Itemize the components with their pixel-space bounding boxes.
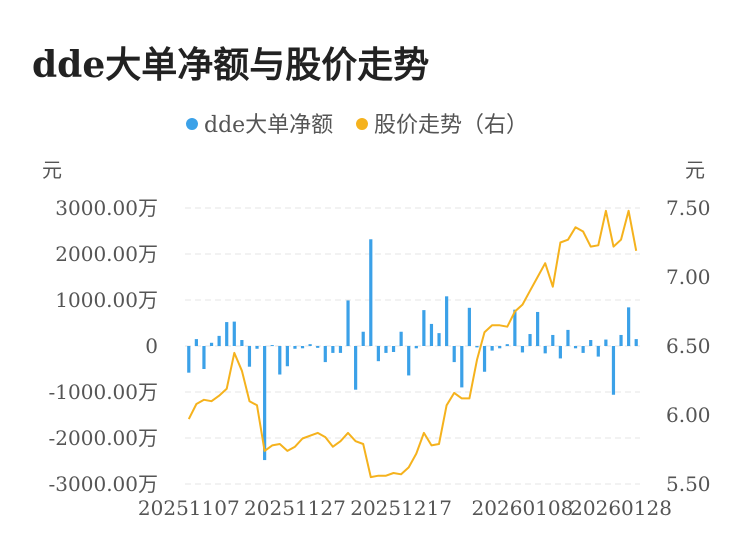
bar [202, 346, 206, 369]
bar [437, 333, 441, 346]
page-title: dde大单净额与股价走势 [32, 44, 430, 86]
left-tick-label: 1000.00万 [55, 288, 158, 312]
legend-label-price: 股价走势（右） [374, 113, 528, 138]
legend-marker-price [356, 118, 368, 130]
bar [475, 346, 479, 348]
bar [316, 346, 320, 348]
bar [331, 346, 335, 353]
line-series [187, 209, 638, 479]
bar [627, 307, 631, 346]
bar [354, 346, 358, 390]
bar [187, 346, 191, 373]
x-tick-label: 20260108 [472, 496, 574, 520]
bar [194, 339, 198, 346]
bar [346, 300, 350, 346]
x-tick-label: 20251217 [350, 496, 452, 520]
bar [467, 307, 471, 346]
bar [209, 342, 214, 346]
bar [278, 346, 282, 375]
legend-marker-dde [186, 118, 198, 130]
bar [255, 346, 259, 349]
bar [505, 344, 509, 346]
right-tick-label: 6.50 [666, 334, 711, 358]
right-tick-label: 7.00 [666, 265, 711, 289]
left-tick-label: 0 [145, 334, 158, 358]
bar [225, 322, 229, 346]
left-unit-label: 元 [42, 158, 62, 182]
bar-series [187, 239, 638, 461]
grid-lines [185, 207, 640, 485]
bar [422, 310, 426, 346]
bar [217, 335, 221, 346]
bar [263, 346, 267, 461]
bar [429, 323, 434, 346]
bar [460, 346, 464, 388]
bar [498, 346, 502, 349]
bar [240, 340, 244, 346]
bar [581, 346, 585, 353]
left-tick-label: 3000.00万 [55, 196, 158, 220]
x-tick-label: 20251107 [138, 496, 240, 520]
legend-label-dde: dde大单净额 [204, 113, 333, 138]
bar [391, 346, 396, 352]
right-tick-label: 5.50 [666, 472, 711, 496]
bar [300, 346, 305, 349]
bar [247, 346, 252, 367]
bar [634, 339, 638, 346]
bar [551, 334, 555, 346]
bar [573, 346, 578, 349]
right-tick-label: 7.50 [666, 196, 711, 220]
bar [520, 346, 525, 353]
axes-labels: 3000.00万 2000.00万 1000.00万 0 -1000.00万 -2000.… [42, 158, 711, 520]
left-tick-label: -2000.00万 [49, 426, 158, 450]
bar [338, 346, 343, 353]
bar [611, 346, 616, 395]
x-tick-label: 20251127 [244, 496, 346, 520]
right-unit-label: 元 [685, 158, 705, 182]
bar [323, 346, 327, 363]
bar [384, 346, 388, 353]
legend: dde大单净额 股价走势（右） [186, 113, 528, 138]
bar [604, 339, 608, 346]
bar [543, 346, 547, 354]
bar [445, 296, 449, 346]
bar [270, 345, 274, 347]
right-tick-label: 6.00 [666, 403, 711, 427]
left-tick-label: 2000.00万 [55, 242, 158, 266]
bar [293, 346, 297, 349]
bar [414, 346, 418, 349]
left-tick-label: -3000.00万 [49, 472, 158, 496]
bar [361, 331, 365, 346]
bar [232, 321, 236, 346]
bar [528, 334, 532, 346]
bar [369, 239, 373, 346]
x-tick-label: 20260128 [570, 496, 672, 520]
bar [596, 346, 600, 357]
bar [490, 346, 494, 351]
bar [285, 346, 289, 367]
bar [566, 329, 570, 346]
bar [558, 346, 562, 359]
bar [399, 331, 403, 346]
bar [619, 334, 623, 346]
bar [452, 346, 456, 363]
bar [308, 344, 312, 346]
bar [536, 311, 540, 346]
price-line [187, 209, 638, 479]
bar [376, 346, 380, 362]
bar [513, 309, 517, 346]
bar [589, 340, 593, 346]
left-tick-label: -1000.00万 [49, 380, 158, 404]
bar [407, 346, 411, 376]
bar [482, 346, 487, 372]
